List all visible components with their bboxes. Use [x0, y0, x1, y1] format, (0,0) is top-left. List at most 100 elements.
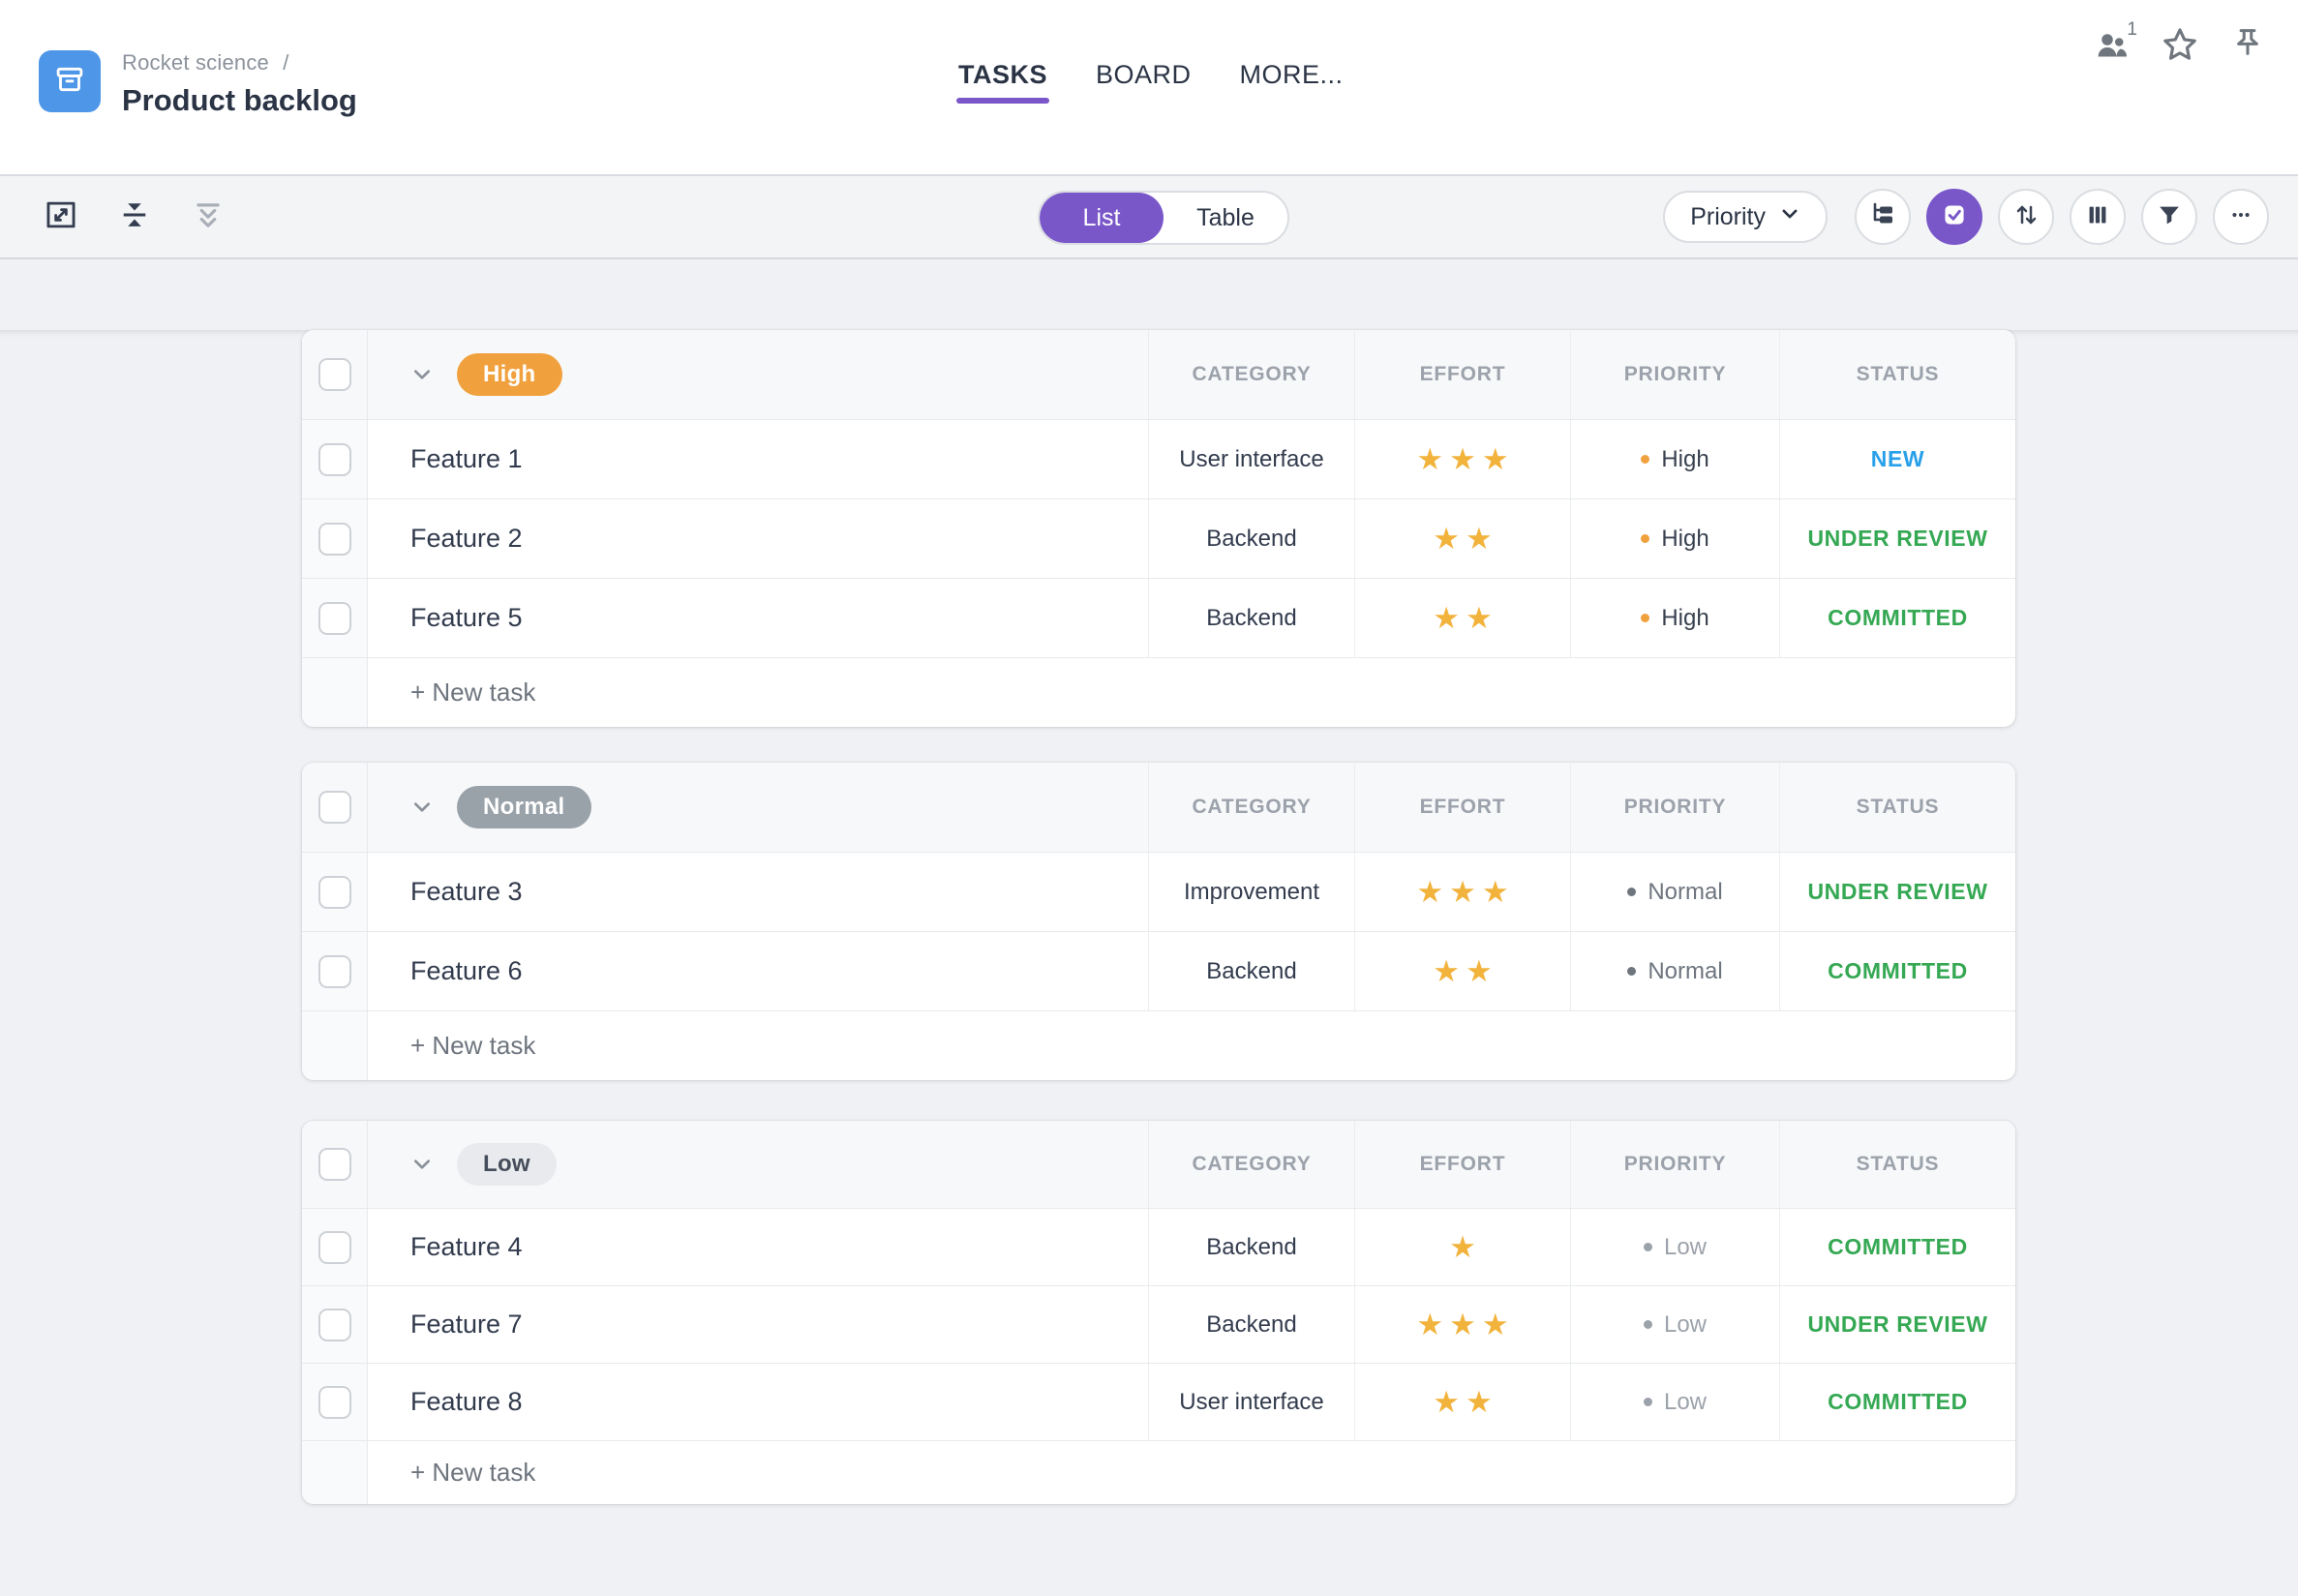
sort-arrows-icon	[2011, 199, 2041, 235]
row-checkbox[interactable]	[317, 954, 351, 988]
task-title[interactable]: Feature 7	[410, 1310, 523, 1339]
collaborators-count: 1	[2127, 19, 2137, 40]
task-effort-stars[interactable]: ★	[1354, 1209, 1570, 1285]
expand-icon	[43, 196, 79, 238]
row-checkbox[interactable]	[317, 522, 351, 556]
expand-groups-button[interactable]	[186, 195, 230, 239]
row-checkbox[interactable]	[317, 1385, 351, 1419]
chevron-down-icon[interactable]	[410, 796, 434, 819]
row-checkbox[interactable]	[317, 1308, 351, 1341]
chevron-down-icon[interactable]	[410, 363, 434, 386]
task-effort-stars[interactable]: ★★	[1354, 1364, 1570, 1440]
table-row: Feature 6 Backend ★★ Normal COMMITTED	[302, 931, 2015, 1010]
task-status[interactable]: UNDER REVIEW	[1779, 1286, 2015, 1363]
collapse-rows-button[interactable]	[112, 195, 157, 239]
new-task-button[interactable]: + New task	[410, 1458, 536, 1487]
task-title[interactable]: Feature 8	[410, 1387, 523, 1416]
task-status[interactable]: UNDER REVIEW	[1779, 499, 2015, 578]
breadcrumb-workspace[interactable]: Rocket science	[122, 50, 269, 75]
task-priority[interactable]: Normal	[1570, 932, 1779, 1010]
task-priority[interactable]: Low	[1570, 1364, 1779, 1440]
task-priority[interactable]: Low	[1570, 1286, 1779, 1363]
row-checkbox[interactable]	[317, 601, 351, 635]
priority-dot-icon	[1643, 1398, 1652, 1406]
table-row: Feature 7 Backend ★★★ Low UNDER REVIEW	[302, 1285, 2015, 1363]
task-status[interactable]: COMMITTED	[1779, 1364, 2015, 1440]
tab-board[interactable]: BOARD	[1096, 60, 1192, 89]
row-checkbox-cell	[302, 932, 368, 1010]
group-checkbox-cell	[302, 763, 368, 852]
view-option-list[interactable]: List	[1040, 193, 1164, 243]
column-header-status: STATUS	[1779, 763, 2015, 852]
row-checkbox[interactable]	[317, 875, 351, 909]
task-category[interactable]: User interface	[1148, 420, 1354, 498]
collaborators-button[interactable]: 1	[2091, 19, 2137, 68]
tab-more[interactable]: MORE...	[1239, 60, 1344, 89]
new-task-button[interactable]: + New task	[410, 1031, 536, 1060]
group-badge[interactable]: Low	[457, 1143, 557, 1186]
task-effort-stars[interactable]: ★★★	[1354, 853, 1570, 931]
task-priority[interactable]: High	[1570, 579, 1779, 657]
filter-button[interactable]	[2141, 189, 2197, 245]
favorite-button[interactable]	[2159, 25, 2201, 68]
column-header-category: CATEGORY	[1148, 763, 1354, 852]
more-options-button[interactable]	[2213, 189, 2269, 245]
task-effort-stars[interactable]: ★★	[1354, 932, 1570, 1010]
row-checkbox[interactable]	[317, 442, 351, 476]
task-title[interactable]: Feature 4	[410, 1232, 523, 1261]
task-effort-stars[interactable]: ★★	[1354, 499, 1570, 578]
group-select-checkbox[interactable]	[317, 791, 351, 824]
row-checkbox-cell	[302, 579, 368, 657]
task-category[interactable]: Backend	[1148, 579, 1354, 657]
group-badge[interactable]: High	[457, 353, 562, 396]
task-category[interactable]: Backend	[1148, 1286, 1354, 1363]
task-title[interactable]: Feature 2	[410, 524, 523, 553]
task-title[interactable]: Feature 3	[410, 877, 523, 906]
sort-button[interactable]	[1998, 189, 2054, 245]
task-effort-stars[interactable]: ★★★	[1354, 420, 1570, 498]
row-checkbox[interactable]	[317, 1230, 351, 1264]
columns-button[interactable]	[2070, 189, 2126, 245]
task-priority[interactable]: Low	[1570, 1209, 1779, 1285]
group-header-row: Normal CATEGORY EFFORT PRIORITY STATUS	[302, 763, 2015, 852]
tasks-check-button[interactable]	[1926, 189, 1982, 245]
collection-logo[interactable]	[39, 50, 101, 112]
task-title[interactable]: Feature 5	[410, 603, 523, 632]
task-category[interactable]: Backend	[1148, 499, 1354, 578]
task-category[interactable]: Improvement	[1148, 853, 1354, 931]
task-status[interactable]: NEW	[1779, 420, 2015, 498]
breadcrumb-separator: /	[283, 50, 289, 75]
table-row: Feature 4 Backend ★ Low COMMITTED	[302, 1208, 2015, 1285]
task-effort-stars[interactable]: ★★	[1354, 579, 1570, 657]
column-header-status: STATUS	[1779, 330, 2015, 419]
task-effort-stars[interactable]: ★★★	[1354, 1286, 1570, 1363]
task-title[interactable]: Feature 6	[410, 956, 523, 985]
task-priority[interactable]: High	[1570, 420, 1779, 498]
view-toolbar: List Table Priority	[0, 176, 2298, 259]
task-priority[interactable]: Normal	[1570, 853, 1779, 931]
priority-dot-icon	[1643, 1320, 1652, 1329]
task-status[interactable]: COMMITTED	[1779, 1209, 2015, 1285]
pin-button[interactable]	[2226, 25, 2269, 68]
fullscreen-button[interactable]	[39, 195, 83, 239]
chevron-down-icon[interactable]	[410, 1153, 434, 1176]
task-category[interactable]: Backend	[1148, 932, 1354, 1010]
hierarchy-button[interactable]	[1855, 189, 1911, 245]
task-title[interactable]: Feature 1	[410, 444, 523, 473]
column-header-category: CATEGORY	[1148, 1121, 1354, 1208]
group-by-dropdown[interactable]: Priority	[1663, 191, 1828, 243]
task-category[interactable]: Backend	[1148, 1209, 1354, 1285]
task-category[interactable]: User interface	[1148, 1364, 1354, 1440]
group-select-checkbox[interactable]	[317, 1148, 351, 1181]
table-row: Feature 8 User interface ★★ Low COMMITTE…	[302, 1363, 2015, 1440]
group-badge[interactable]: Normal	[457, 786, 591, 828]
task-status[interactable]: COMMITTED	[1779, 932, 2015, 1010]
group-select-checkbox[interactable]	[317, 358, 351, 391]
task-status[interactable]: UNDER REVIEW	[1779, 853, 2015, 931]
new-task-button[interactable]: + New task	[410, 678, 536, 707]
tab-tasks[interactable]: TASKS	[956, 60, 1050, 104]
task-status[interactable]: COMMITTED	[1779, 579, 2015, 657]
new-task-row: + New task	[302, 657, 2015, 727]
view-option-table[interactable]: Table	[1196, 203, 1255, 231]
task-priority[interactable]: High	[1570, 499, 1779, 578]
